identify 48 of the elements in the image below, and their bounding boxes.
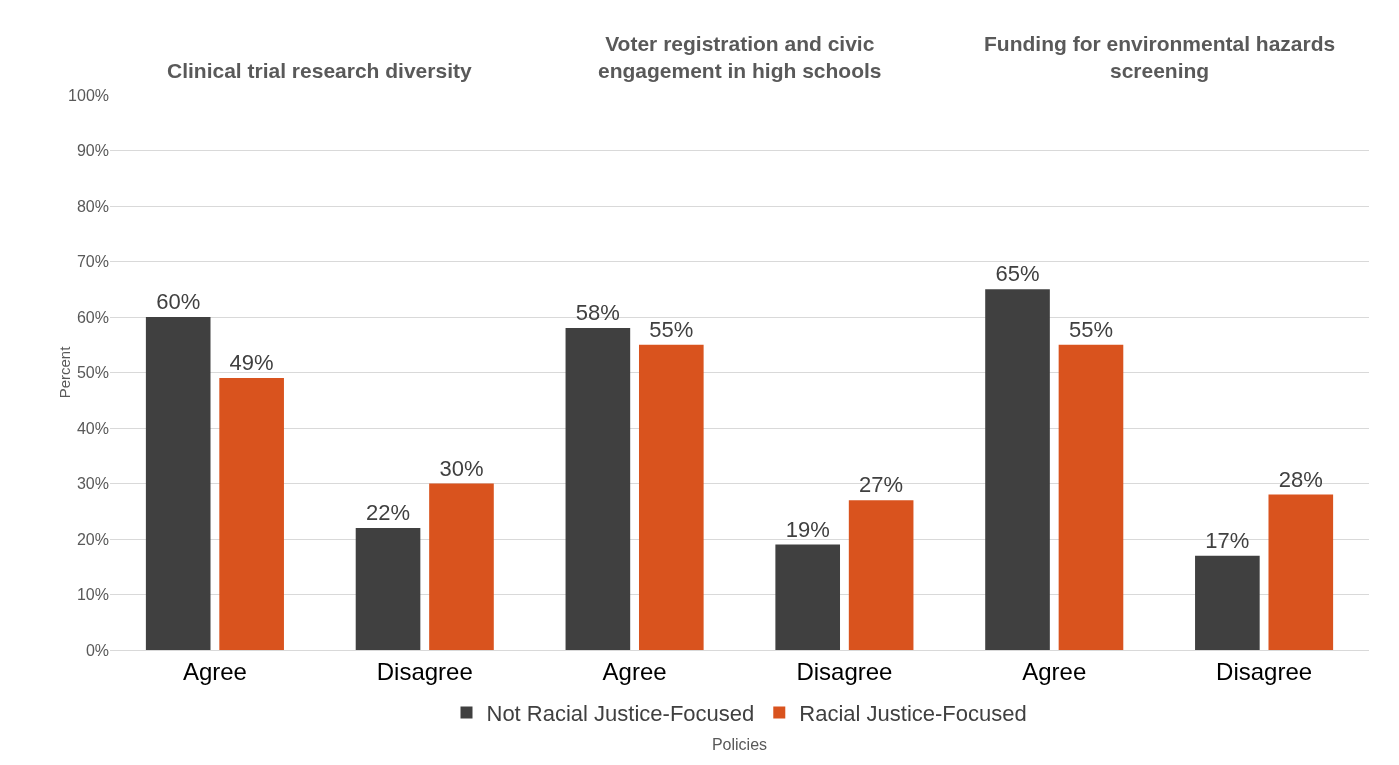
- y-tick-label: 60%: [76, 308, 109, 326]
- y-tick-label: 40%: [76, 419, 109, 437]
- bar: [1058, 344, 1124, 650]
- bar: [1268, 494, 1334, 650]
- data-label: 60%: [156, 289, 201, 314]
- y-tick-label: 100%: [68, 86, 109, 104]
- legend-label: Not Racial Justice-Focused: [486, 701, 755, 727]
- data-label: 17%: [1205, 527, 1250, 553]
- bar: [429, 483, 494, 650]
- data-label: 28%: [1278, 466, 1323, 492]
- y-tick-label: 50%: [76, 364, 109, 382]
- y-tick-label: 20%: [76, 530, 109, 548]
- x-tick-label: Disagree: [796, 657, 893, 685]
- data-label: 55%: [649, 316, 694, 342]
- bar: [1195, 555, 1260, 650]
- bar: [985, 289, 1050, 650]
- x-tick-label: Agree: [182, 657, 247, 685]
- data-label: 27%: [859, 472, 904, 498]
- text: Clinical trial research diversity: [167, 59, 472, 82]
- x-tick-label: Agree: [602, 657, 667, 685]
- y-tick-label: 30%: [76, 475, 109, 493]
- bar: [219, 378, 284, 650]
- y-tick-label: 70%: [76, 253, 109, 271]
- data-label: 65%: [995, 261, 1040, 287]
- x-tick-label: Agree: [1022, 657, 1087, 685]
- bar: [355, 527, 421, 650]
- data-label: 19%: [785, 516, 830, 542]
- data-label: 49%: [229, 350, 274, 376]
- x-axis-title: Policies: [711, 736, 768, 754]
- data-label: 30%: [439, 455, 484, 481]
- bar: [638, 344, 704, 650]
- text: Funding for environmental hazards screening: [984, 32, 1336, 83]
- y-tick-label: 0%: [85, 641, 109, 659]
- bar: [848, 500, 914, 650]
- bar: [145, 317, 211, 650]
- data-label: 55%: [1068, 316, 1113, 342]
- bar: [565, 328, 631, 650]
- x-tick-label: Disagree: [376, 657, 473, 685]
- data-label: 22%: [366, 499, 411, 525]
- bar: [775, 544, 841, 650]
- x-tick-label: Disagree: [1216, 657, 1313, 685]
- y-tick-label: 90%: [76, 142, 109, 160]
- y-axis-title: Percent: [56, 345, 73, 399]
- y-tick-label: 80%: [76, 197, 109, 215]
- legend-label: Racial Justice-Focused: [799, 701, 1027, 727]
- y-tick-label: 10%: [76, 586, 109, 604]
- data-label: 58%: [575, 300, 620, 326]
- text: Voter registration and civic engagement in high schools: [598, 32, 882, 83]
